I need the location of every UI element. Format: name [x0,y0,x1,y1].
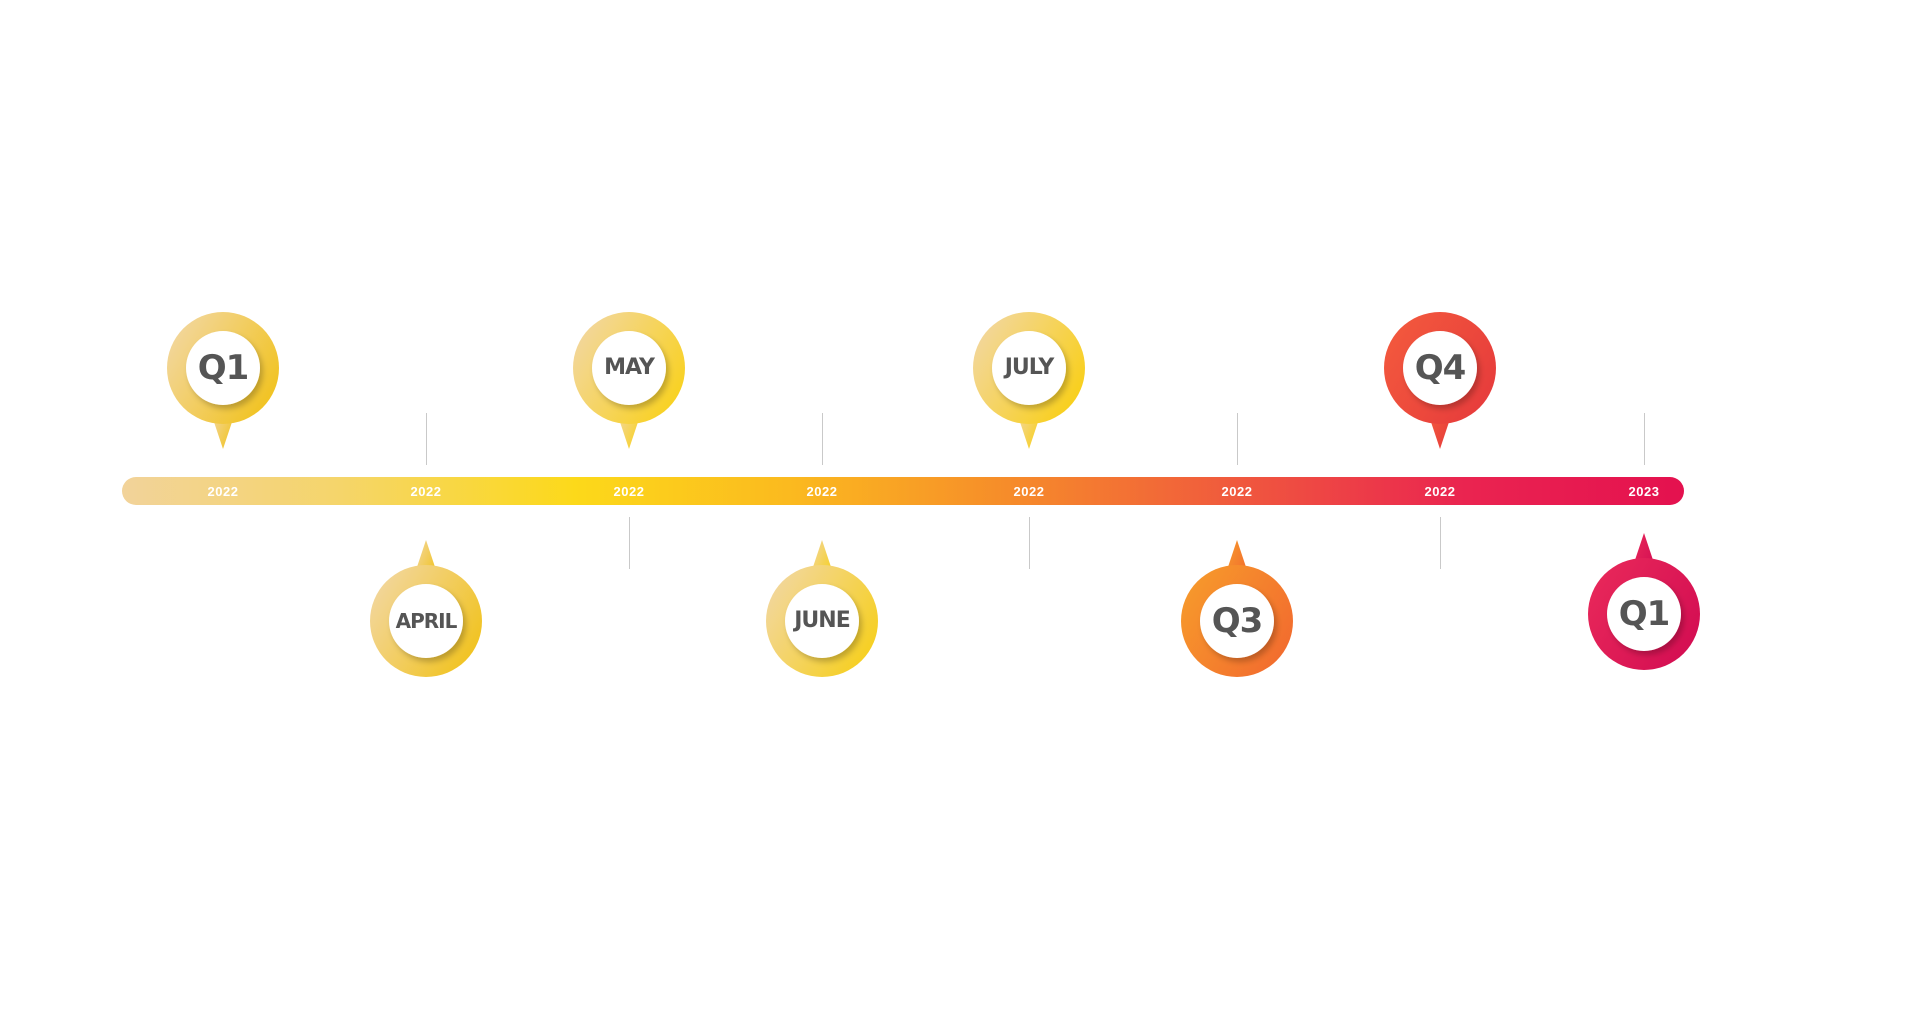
pin-marker-icon [766,540,878,677]
year-label: 2022 [1221,484,1253,499]
connector-line [1440,517,1441,569]
milestone-label: MAY [604,355,655,380]
pin-marker-icon [1588,533,1700,670]
year-label: 2022 [410,484,442,499]
connector-line [629,517,630,569]
year-label: 2023 [1628,484,1660,499]
milestone-label: Q1 [1618,594,1671,634]
milestone-pin: JUNE [766,537,878,677]
milestone-pin: JULY [973,312,1085,452]
pin-marker-icon [1384,312,1496,449]
connector-line [822,413,823,465]
milestone-label: Q1 [197,348,250,388]
milestone-pin: Q4 [1384,312,1496,452]
connector-line [426,413,427,465]
year-label: 2022 [613,484,645,499]
year-label: 2022 [1424,484,1456,499]
milestone-label: APRIL [395,609,458,633]
milestone-label: JUNE [794,608,851,633]
milestone-pin: Q3 [1181,537,1293,677]
milestone-pin: APRIL [370,537,482,677]
year-label: 2022 [1013,484,1045,499]
connector-line [1029,517,1030,569]
pin-marker-icon [167,312,279,449]
milestone-pin: Q1 [1588,530,1700,670]
pin-marker-icon [370,540,482,677]
connector-line [1237,413,1238,465]
milestone-pin: MAY [573,312,685,452]
year-label: 2022 [207,484,239,499]
milestone-label: Q4 [1414,348,1467,388]
year-label: 2022 [806,484,838,499]
milestone-label: JULY [1004,355,1055,380]
connector-line [1644,413,1645,465]
timeline-bar [122,477,1684,505]
pin-marker-icon [1181,540,1293,677]
milestone-pin: Q1 [167,312,279,452]
milestone-label: Q3 [1211,601,1264,641]
pin-marker-icon [573,312,685,449]
pin-marker-icon [973,312,1085,449]
